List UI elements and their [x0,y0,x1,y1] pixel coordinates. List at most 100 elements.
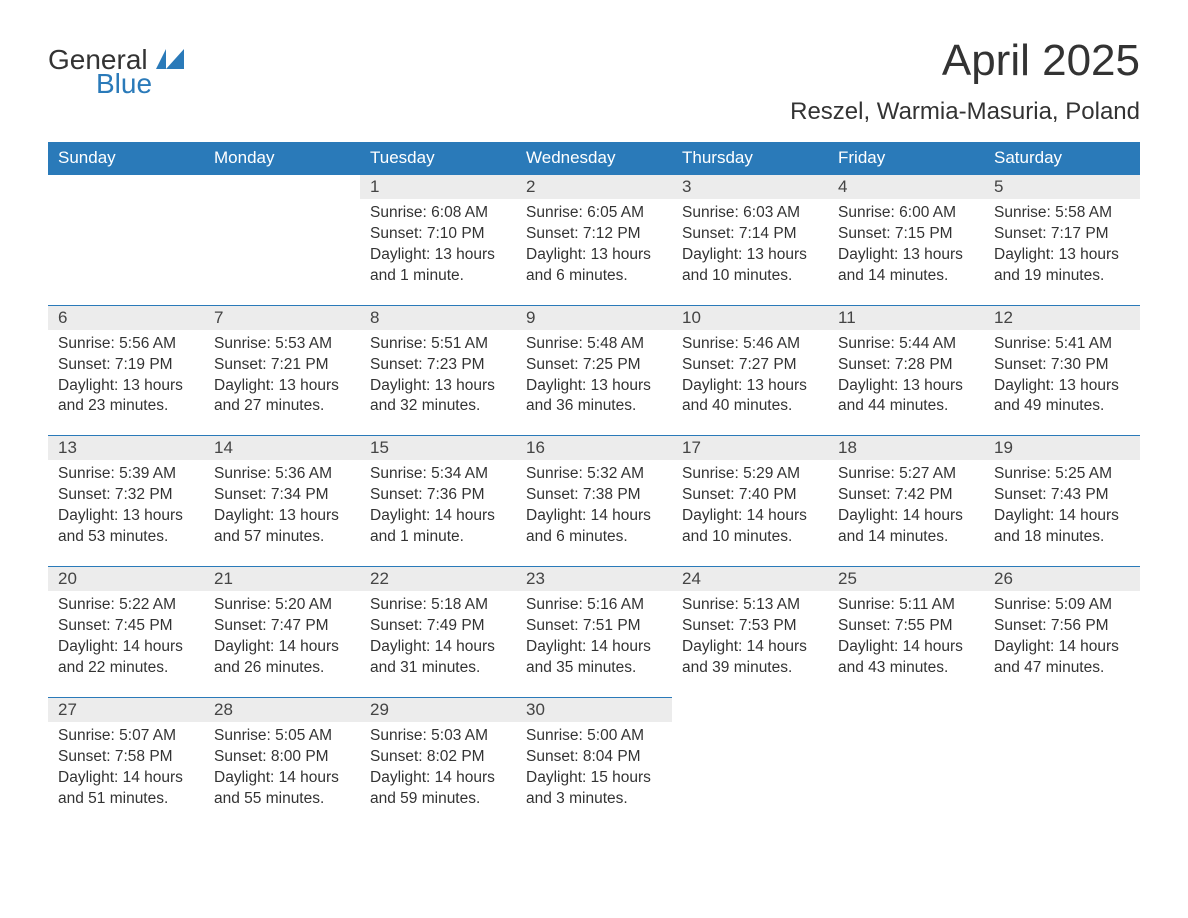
daylight-line2: and 35 minutes. [526,658,662,679]
day-detail-cell: Sunrise: 5:58 AMSunset: 7:17 PMDaylight:… [984,199,1140,305]
day-detail-cell [984,722,1140,828]
col-wednesday: Wednesday [516,142,672,175]
day-detail-cell: Sunrise: 5:05 AMSunset: 8:00 PMDaylight:… [204,722,360,828]
sunrise-text: Sunrise: 5:00 AM [526,726,662,747]
day-detail-cell: Sunrise: 5:03 AMSunset: 8:02 PMDaylight:… [360,722,516,828]
day-number-cell [204,175,360,200]
day-detail-cell: Sunrise: 5:27 AMSunset: 7:42 PMDaylight:… [828,460,984,566]
daylight-line2: and 47 minutes. [994,658,1130,679]
daylight-line1: Daylight: 14 hours [994,506,1130,527]
daylight-line2: and 26 minutes. [214,658,350,679]
day-number-cell: 4 [828,175,984,200]
sunset-text: Sunset: 7:49 PM [370,616,506,637]
sunrise-text: Sunrise: 5:44 AM [838,334,974,355]
daylight-line1: Daylight: 13 hours [526,376,662,397]
day-number-cell: 3 [672,175,828,200]
day-number-cell: 8 [360,305,516,330]
sunset-text: Sunset: 7:51 PM [526,616,662,637]
daylight-line2: and 43 minutes. [838,658,974,679]
sunset-text: Sunset: 7:53 PM [682,616,818,637]
day-detail-cell: Sunrise: 5:07 AMSunset: 7:58 PMDaylight:… [48,722,204,828]
day-detail-cell: Sunrise: 6:08 AMSunset: 7:10 PMDaylight:… [360,199,516,305]
sunset-text: Sunset: 7:55 PM [838,616,974,637]
sunrise-text: Sunrise: 5:58 AM [994,203,1130,224]
daylight-line1: Daylight: 13 hours [58,506,194,527]
day-number-cell: 21 [204,567,360,592]
sunrise-text: Sunrise: 5:46 AM [682,334,818,355]
title-block: April 2025 Reszel, Warmia-Masuria, Polan… [790,36,1140,126]
sunrise-text: Sunrise: 5:22 AM [58,595,194,616]
sunrise-text: Sunrise: 5:36 AM [214,464,350,485]
day-detail-cell: Sunrise: 5:11 AMSunset: 7:55 PMDaylight:… [828,591,984,697]
day-number-cell: 6 [48,305,204,330]
sunrise-text: Sunrise: 5:03 AM [370,726,506,747]
col-tuesday: Tuesday [360,142,516,175]
daylight-line1: Daylight: 13 hours [214,506,350,527]
day-number-cell [828,697,984,722]
day-detail-cell: Sunrise: 5:46 AMSunset: 7:27 PMDaylight:… [672,330,828,436]
daylight-line2: and 36 minutes. [526,396,662,417]
sunset-text: Sunset: 7:32 PM [58,485,194,506]
daylight-line2: and 23 minutes. [58,396,194,417]
daylight-line1: Daylight: 14 hours [526,506,662,527]
daylight-line2: and 39 minutes. [682,658,818,679]
day-number-cell: 5 [984,175,1140,200]
day-detail-cell: Sunrise: 5:29 AMSunset: 7:40 PMDaylight:… [672,460,828,566]
sunset-text: Sunset: 7:58 PM [58,747,194,768]
sunrise-text: Sunrise: 6:03 AM [682,203,818,224]
daylight-line2: and 57 minutes. [214,527,350,548]
day-detail-cell: Sunrise: 5:20 AMSunset: 7:47 PMDaylight:… [204,591,360,697]
day-number-cell: 25 [828,567,984,592]
sunset-text: Sunset: 7:36 PM [370,485,506,506]
daynum-row: 20212223242526 [48,567,1140,592]
col-monday: Monday [204,142,360,175]
sunrise-text: Sunrise: 5:29 AM [682,464,818,485]
daylight-line1: Daylight: 14 hours [370,637,506,658]
sunset-text: Sunset: 7:38 PM [526,485,662,506]
day-detail-cell [672,722,828,828]
daylight-line1: Daylight: 13 hours [838,376,974,397]
sunset-text: Sunset: 7:25 PM [526,355,662,376]
detail-row: Sunrise: 5:56 AMSunset: 7:19 PMDaylight:… [48,330,1140,436]
sunset-text: Sunset: 7:12 PM [526,224,662,245]
daylight-line1: Daylight: 13 hours [214,376,350,397]
day-detail-cell: Sunrise: 5:53 AMSunset: 7:21 PMDaylight:… [204,330,360,436]
day-number-cell: 11 [828,305,984,330]
sunrise-text: Sunrise: 5:11 AM [838,595,974,616]
day-number-cell: 2 [516,175,672,200]
col-friday: Friday [828,142,984,175]
sunrise-text: Sunrise: 6:00 AM [838,203,974,224]
day-number-cell: 15 [360,436,516,461]
daylight-line2: and 55 minutes. [214,789,350,810]
sunset-text: Sunset: 7:42 PM [838,485,974,506]
sunrise-text: Sunrise: 5:56 AM [58,334,194,355]
sunrise-text: Sunrise: 5:20 AM [214,595,350,616]
day-number-cell: 16 [516,436,672,461]
day-number-cell: 10 [672,305,828,330]
sunset-text: Sunset: 8:02 PM [370,747,506,768]
daylight-line1: Daylight: 13 hours [370,245,506,266]
daylight-line2: and 14 minutes. [838,527,974,548]
day-number-cell: 28 [204,697,360,722]
daylight-line1: Daylight: 14 hours [838,637,974,658]
day-number-cell: 13 [48,436,204,461]
sunset-text: Sunset: 7:17 PM [994,224,1130,245]
day-number-cell: 7 [204,305,360,330]
daylight-line1: Daylight: 13 hours [682,376,818,397]
day-number-cell: 26 [984,567,1140,592]
location-label: Reszel, Warmia-Masuria, Poland [790,98,1140,126]
sunset-text: Sunset: 7:28 PM [838,355,974,376]
daylight-line1: Daylight: 14 hours [682,637,818,658]
day-detail-cell: Sunrise: 5:32 AMSunset: 7:38 PMDaylight:… [516,460,672,566]
sunset-text: Sunset: 8:04 PM [526,747,662,768]
daylight-line1: Daylight: 14 hours [682,506,818,527]
daylight-line1: Daylight: 14 hours [214,637,350,658]
day-detail-cell: Sunrise: 5:25 AMSunset: 7:43 PMDaylight:… [984,460,1140,566]
daylight-line1: Daylight: 13 hours [58,376,194,397]
daylight-line2: and 1 minute. [370,266,506,287]
day-detail-cell: Sunrise: 5:48 AMSunset: 7:25 PMDaylight:… [516,330,672,436]
daylight-line2: and 27 minutes. [214,396,350,417]
day-detail-cell: Sunrise: 6:00 AMSunset: 7:15 PMDaylight:… [828,199,984,305]
sunset-text: Sunset: 7:56 PM [994,616,1130,637]
sunrise-text: Sunrise: 5:53 AM [214,334,350,355]
